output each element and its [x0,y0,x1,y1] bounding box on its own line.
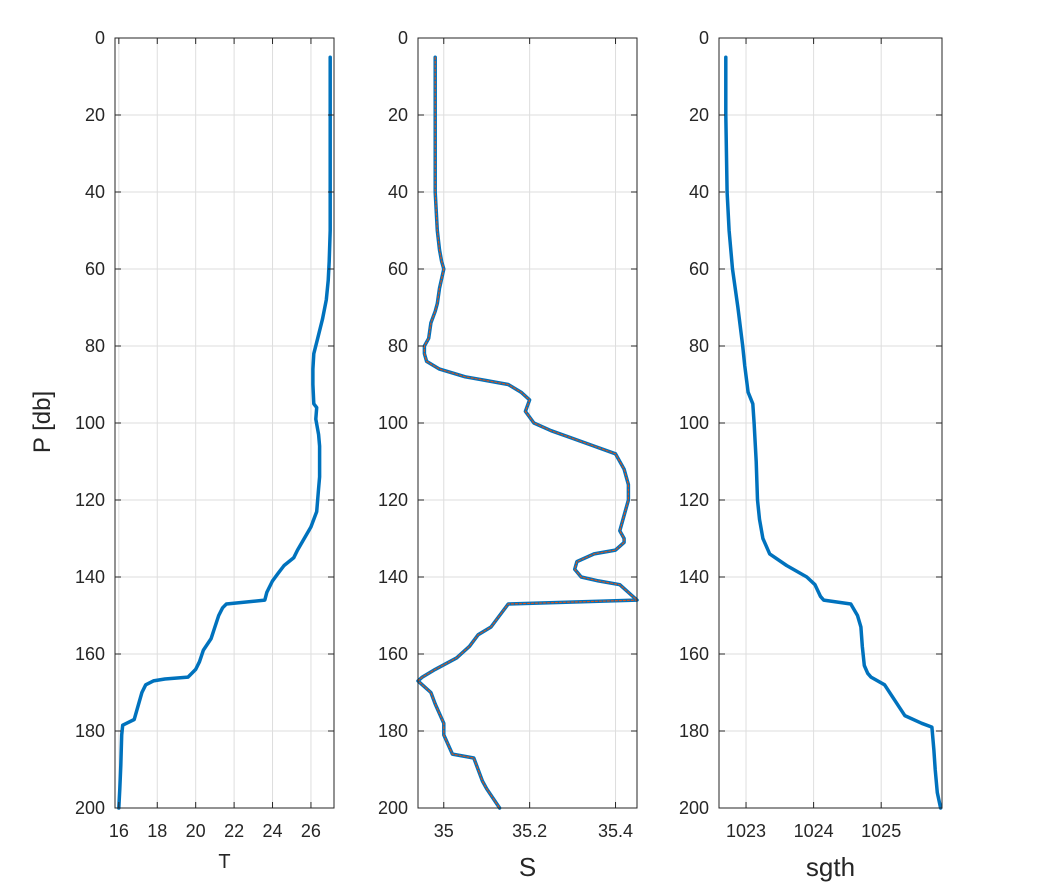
xtick-label: 35.2 [512,821,547,841]
xtick-label: 18 [147,821,167,841]
ytick-label: 120 [378,490,408,510]
ytick-label: 160 [75,644,105,664]
ytick-label: 80 [388,336,408,356]
ytick-label: 180 [679,721,709,741]
ytick-label: 180 [75,721,105,741]
xtick-label: 1023 [726,821,766,841]
ytick-label: 100 [75,413,105,433]
ytick-label: 60 [85,259,105,279]
ytick-label: 20 [689,105,709,125]
xtick-label: 24 [263,821,283,841]
panel-3: 0 20 40 60 80 100 120 140 160 180 200 1023 1024 1025 s… [679,28,943,882]
xtick-label: 1024 [794,821,834,841]
ytick-label: 40 [85,182,105,202]
x-axis-label: T [218,851,230,873]
ytick-label: 0 [95,28,105,48]
series-line-1 [724,55,943,810]
ytick-label: 200 [378,798,408,818]
figure-ylabel: P [db] [29,391,56,453]
panel-2: 0 20 40 60 80 100 120 140 160 180 200 35 35.2 35.4 S [378,28,639,882]
ytick-label: 40 [388,182,408,202]
xtick-label: 16 [109,821,129,841]
ytick-label: 80 [85,336,105,356]
ytick-label: 20 [85,105,105,125]
ytick-label: 100 [378,413,408,433]
series-line-1 [117,55,332,810]
xtick-label: 22 [224,821,244,841]
ytick-label: 160 [378,644,408,664]
grid [418,37,637,809]
ytick-label: 140 [75,567,105,587]
ytick-label: 100 [679,413,709,433]
ytick-label: 120 [75,490,105,510]
ytick-label: 120 [679,490,709,510]
ytick-label: 180 [378,721,408,741]
ytick-label: 0 [398,28,408,48]
ytick-label: 160 [679,644,709,664]
ytick-label: 80 [689,336,709,356]
xtick-label: 35 [434,821,454,841]
ytick-label: 0 [699,28,709,48]
xtick-label: 35.4 [598,821,633,841]
x-axis-label: sgth [806,852,855,882]
ytick-label: 200 [679,798,709,818]
ytick-label: 60 [689,259,709,279]
series-line-2 [417,56,638,809]
series-line-1 [416,55,639,810]
ytick-label: 40 [689,182,709,202]
xtick-label: 1025 [861,821,901,841]
ytick-label: 140 [679,567,709,587]
x-axis-label: S [519,852,536,882]
ytick-label: 200 [75,798,105,818]
xtick-label: 20 [186,821,206,841]
ytick-label: 20 [388,105,408,125]
xtick-label: 26 [301,821,321,841]
grid [115,37,334,809]
ytick-label: 140 [378,567,408,587]
ytick-label: 60 [388,259,408,279]
